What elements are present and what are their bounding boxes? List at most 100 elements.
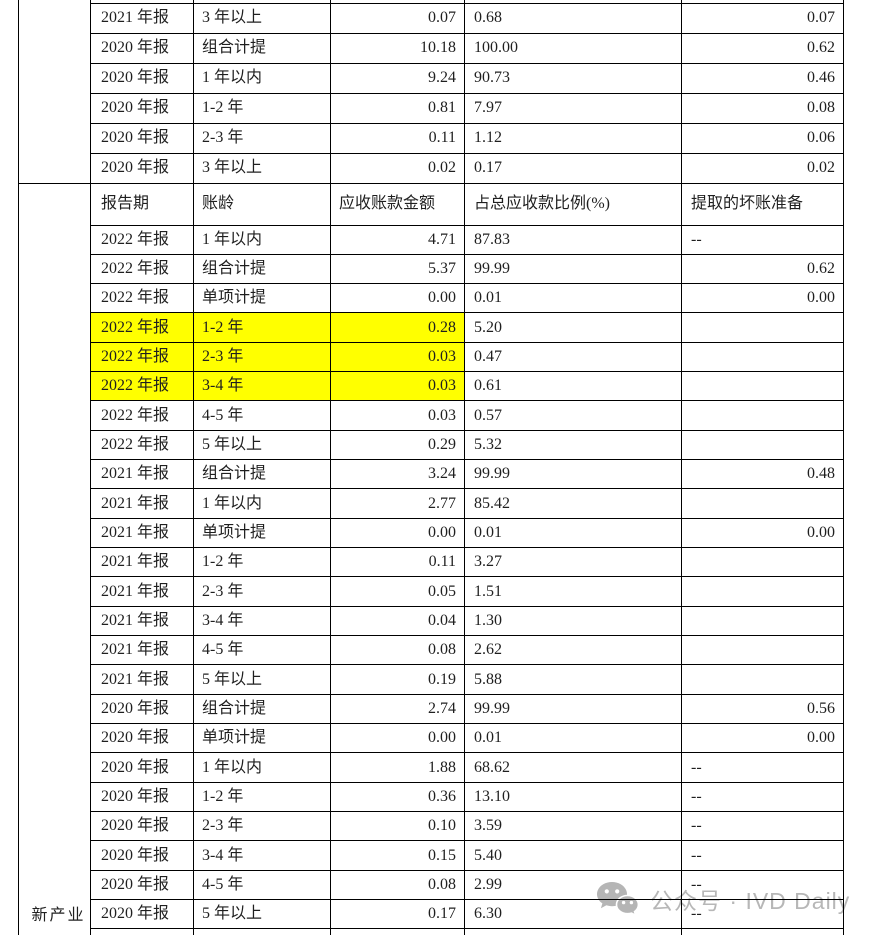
pct-cell: 0.01 xyxy=(464,517,682,549)
pct-cell: 100.00 xyxy=(464,32,682,64)
amount-cell: 0.19 xyxy=(330,664,465,695)
amount-cell: 0.00 xyxy=(330,283,465,314)
pct-cell: 99.99 xyxy=(464,253,682,285)
amount-cell: 0.11 xyxy=(330,122,465,154)
aging-cell: 1 年以内 xyxy=(193,62,331,94)
pct-cell: 0.68 xyxy=(464,2,682,34)
provision-cell: 0.06 xyxy=(681,122,844,154)
provision-cell xyxy=(681,312,844,343)
pct-cell: 5.32 xyxy=(464,429,682,461)
pct-cell: 3.59 xyxy=(464,811,682,842)
amount-cell: 0.00 xyxy=(330,517,465,549)
aging-cell: 5 年以上 xyxy=(193,664,331,695)
provision-cell: 0.02 xyxy=(681,152,844,184)
receivables-aging-table: 2021 年报 3 年以上 0.07 0.68 0.07 2020 年报 组合计提 10.18… xyxy=(18,0,844,935)
amount-cell: 0.28 xyxy=(330,312,465,343)
pct-cell: 1.30 xyxy=(464,605,682,637)
pct-cell: 99.99 xyxy=(464,459,682,490)
period-cell: 2022 年报 xyxy=(90,312,194,343)
provision-cell: -- xyxy=(681,840,844,871)
amount-cell: 4.71 xyxy=(330,224,465,255)
pct-cell: 1.51 xyxy=(464,576,682,607)
pct-cell: 2.99 xyxy=(464,869,682,901)
amount-cell: 0.00 xyxy=(330,723,465,754)
period-cell: 2022 年报 xyxy=(90,253,194,285)
period-cell: 2021 年报 xyxy=(90,517,194,549)
aging-cell: 单项计提 xyxy=(193,723,331,754)
period-cell: 2021 年报 xyxy=(90,488,194,519)
provision-cell: 0.62 xyxy=(681,253,844,285)
period-cell: 2020 年报 xyxy=(90,840,194,871)
period-cell: 2020 年报 xyxy=(90,752,194,783)
provision-cell: -- xyxy=(681,899,844,930)
aging-cell: 3 年以上 xyxy=(193,2,331,34)
amount-cell: 0.03 xyxy=(330,400,465,431)
provision-cell: 0.56 xyxy=(681,693,844,725)
period-cell: 2020 年报 xyxy=(90,32,194,64)
aging-cell: 1 年以内 xyxy=(193,488,331,519)
aging-cell: 3-4 年 xyxy=(193,840,331,871)
aging-cell: 2-3 年 xyxy=(193,811,331,842)
pct-cell: 0.57 xyxy=(464,400,682,431)
header-period: 报告期 xyxy=(90,182,194,226)
aging-cell: 3-4 年 xyxy=(193,605,331,637)
period-cell: 2022 年报 xyxy=(90,400,194,431)
provision-cell xyxy=(681,400,844,431)
company-cell-current: 新产业 xyxy=(18,182,91,935)
aging-cell: 组合计提 xyxy=(193,693,331,725)
amount-cell: 9.24 xyxy=(330,62,465,94)
aging-cell: 组合计提 xyxy=(193,459,331,490)
provision-cell: -- xyxy=(681,224,844,255)
header-pct: 占总应收款比例(%) xyxy=(464,182,682,226)
provision-cell xyxy=(681,371,844,402)
amount-cell: 0.02 xyxy=(330,152,465,184)
period-cell: 2020 年报 xyxy=(90,869,194,901)
amount-cell: 0.17 xyxy=(330,899,465,930)
period-cell: 2020 年报 xyxy=(90,152,194,184)
aging-cell: 1 年以内 xyxy=(193,224,331,255)
sliver-cell xyxy=(330,928,465,935)
aging-cell: 3-4 年 xyxy=(193,371,331,402)
pct-cell: 5.40 xyxy=(464,840,682,871)
pct-cell: 85.42 xyxy=(464,488,682,519)
pct-cell: 0.47 xyxy=(464,341,682,373)
aging-cell: 1-2 年 xyxy=(193,92,331,124)
aging-cell: 组合计提 xyxy=(193,253,331,285)
amount-cell: 0.08 xyxy=(330,869,465,901)
sliver-cell xyxy=(464,928,682,935)
period-cell: 2021 年报 xyxy=(90,576,194,607)
header-amount: 应收账款金额 xyxy=(330,182,465,226)
provision-cell: -- xyxy=(681,781,844,813)
aging-cell: 1-2 年 xyxy=(193,547,331,578)
amount-cell: 0.29 xyxy=(330,429,465,461)
amount-cell: 1.88 xyxy=(330,752,465,783)
provision-cell: 0.62 xyxy=(681,32,844,64)
provision-cell xyxy=(681,488,844,519)
pct-cell: 68.62 xyxy=(464,752,682,783)
period-cell: 2021 年报 xyxy=(90,635,194,666)
provision-cell: 0.48 xyxy=(681,459,844,490)
pct-cell: 87.83 xyxy=(464,224,682,255)
aging-cell: 单项计提 xyxy=(193,283,331,314)
pct-cell: 99.99 xyxy=(464,693,682,725)
pct-cell: 0.01 xyxy=(464,283,682,314)
amount-cell: 0.11 xyxy=(330,547,465,578)
pct-cell: 0.61 xyxy=(464,371,682,402)
amount-cell: 10.18 xyxy=(330,32,465,64)
period-cell: 2022 年报 xyxy=(90,283,194,314)
provision-cell: 0.08 xyxy=(681,92,844,124)
period-cell: 2020 年报 xyxy=(90,811,194,842)
pct-cell: 1.12 xyxy=(464,122,682,154)
period-cell: 2022 年报 xyxy=(90,429,194,461)
provision-cell xyxy=(681,664,844,695)
company-name: 新产业 xyxy=(31,907,86,924)
amount-cell: 5.37 xyxy=(330,253,465,285)
period-cell: 2021 年报 xyxy=(90,664,194,695)
sliver-cell xyxy=(193,928,331,935)
provision-cell xyxy=(681,576,844,607)
period-cell: 2020 年报 xyxy=(90,122,194,154)
pct-cell: 3.27 xyxy=(464,547,682,578)
provision-cell: -- xyxy=(681,752,844,783)
amount-cell: 2.77 xyxy=(330,488,465,519)
period-cell: 2022 年报 xyxy=(90,224,194,255)
